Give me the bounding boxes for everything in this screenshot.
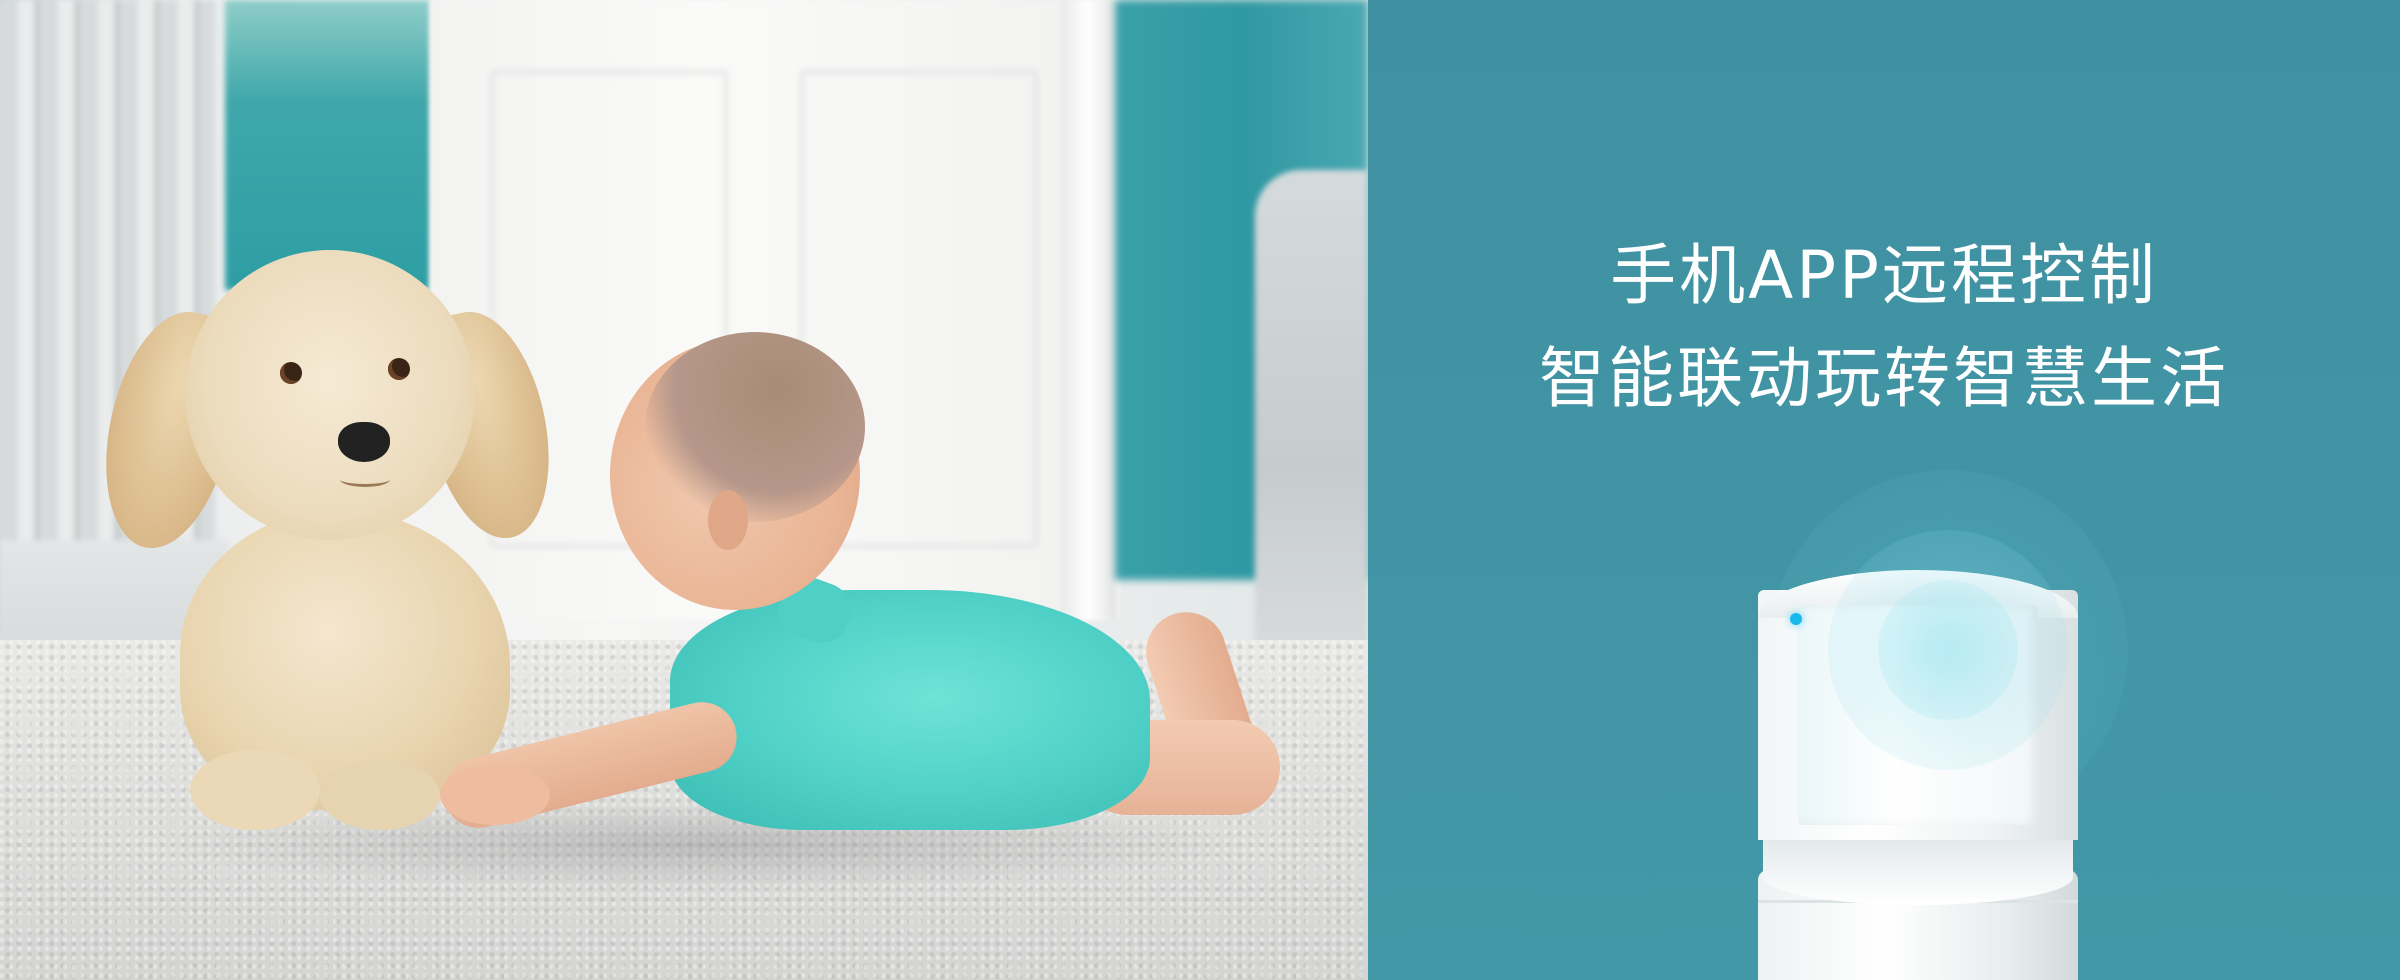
headline-line-2: 智能联动玩转智慧生活 (1539, 340, 2229, 417)
baby-hair (645, 332, 865, 522)
signal-wave-icon (1878, 580, 2018, 720)
dog-paw-left (190, 750, 320, 830)
door-panel-right (800, 70, 1038, 548)
lifestyle-photo (0, 0, 1368, 980)
dog-mouth (340, 472, 390, 487)
dog-eye-left (280, 362, 302, 384)
dog-paw-right (320, 760, 440, 830)
dog-head (185, 250, 475, 540)
promo-panel: 手机APP远程控制 智能联动玩转智慧生活 (1368, 0, 2400, 980)
door-frame (1060, 0, 1116, 620)
armchair (1255, 170, 1368, 670)
teal-wall-left (225, 0, 430, 290)
baby-ear (708, 490, 748, 550)
door-panel-left (490, 70, 728, 548)
dog-eye-right (388, 358, 410, 380)
baby-hand (440, 765, 550, 825)
poodle-dog (86, 250, 660, 850)
dog-nose (338, 422, 390, 462)
status-led-icon (1790, 613, 1802, 625)
motion-sensor (1618, 430, 2128, 980)
teal-romper (670, 590, 1150, 830)
sensor-neck (1763, 835, 2073, 905)
headline-line-1: 手机APP远程控制 (1610, 237, 2158, 314)
crawling-baby (435, 332, 1290, 860)
